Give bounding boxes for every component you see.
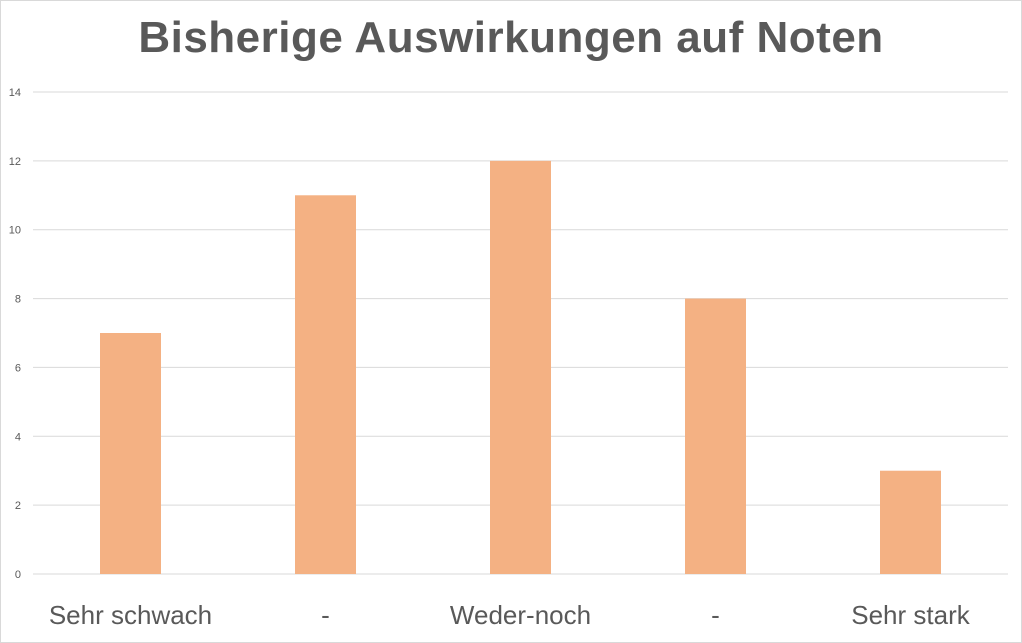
chart-title: Bisherige Auswirkungen auf Noten [138, 13, 884, 62]
category-label: Weder-noch [450, 600, 591, 630]
bar [100, 333, 161, 574]
bar [295, 195, 356, 575]
y-tick-label: 12 [9, 156, 21, 168]
y-tick-label: 2 [15, 500, 21, 512]
category-label: Sehr schwach [49, 600, 212, 630]
category-label: - [711, 600, 720, 630]
y-tick-label: 4 [15, 431, 21, 443]
y-tick-label: 6 [15, 362, 21, 374]
y-tick-label: 0 [15, 569, 21, 581]
y-tick-label: 8 [15, 294, 21, 306]
bar [685, 298, 746, 574]
y-tick-label: 10 [9, 225, 21, 237]
bar [880, 470, 941, 574]
category-label: - [321, 600, 330, 630]
bar [490, 160, 551, 574]
y-tick-label: 14 [9, 87, 21, 99]
category-label: Sehr stark [851, 600, 970, 630]
